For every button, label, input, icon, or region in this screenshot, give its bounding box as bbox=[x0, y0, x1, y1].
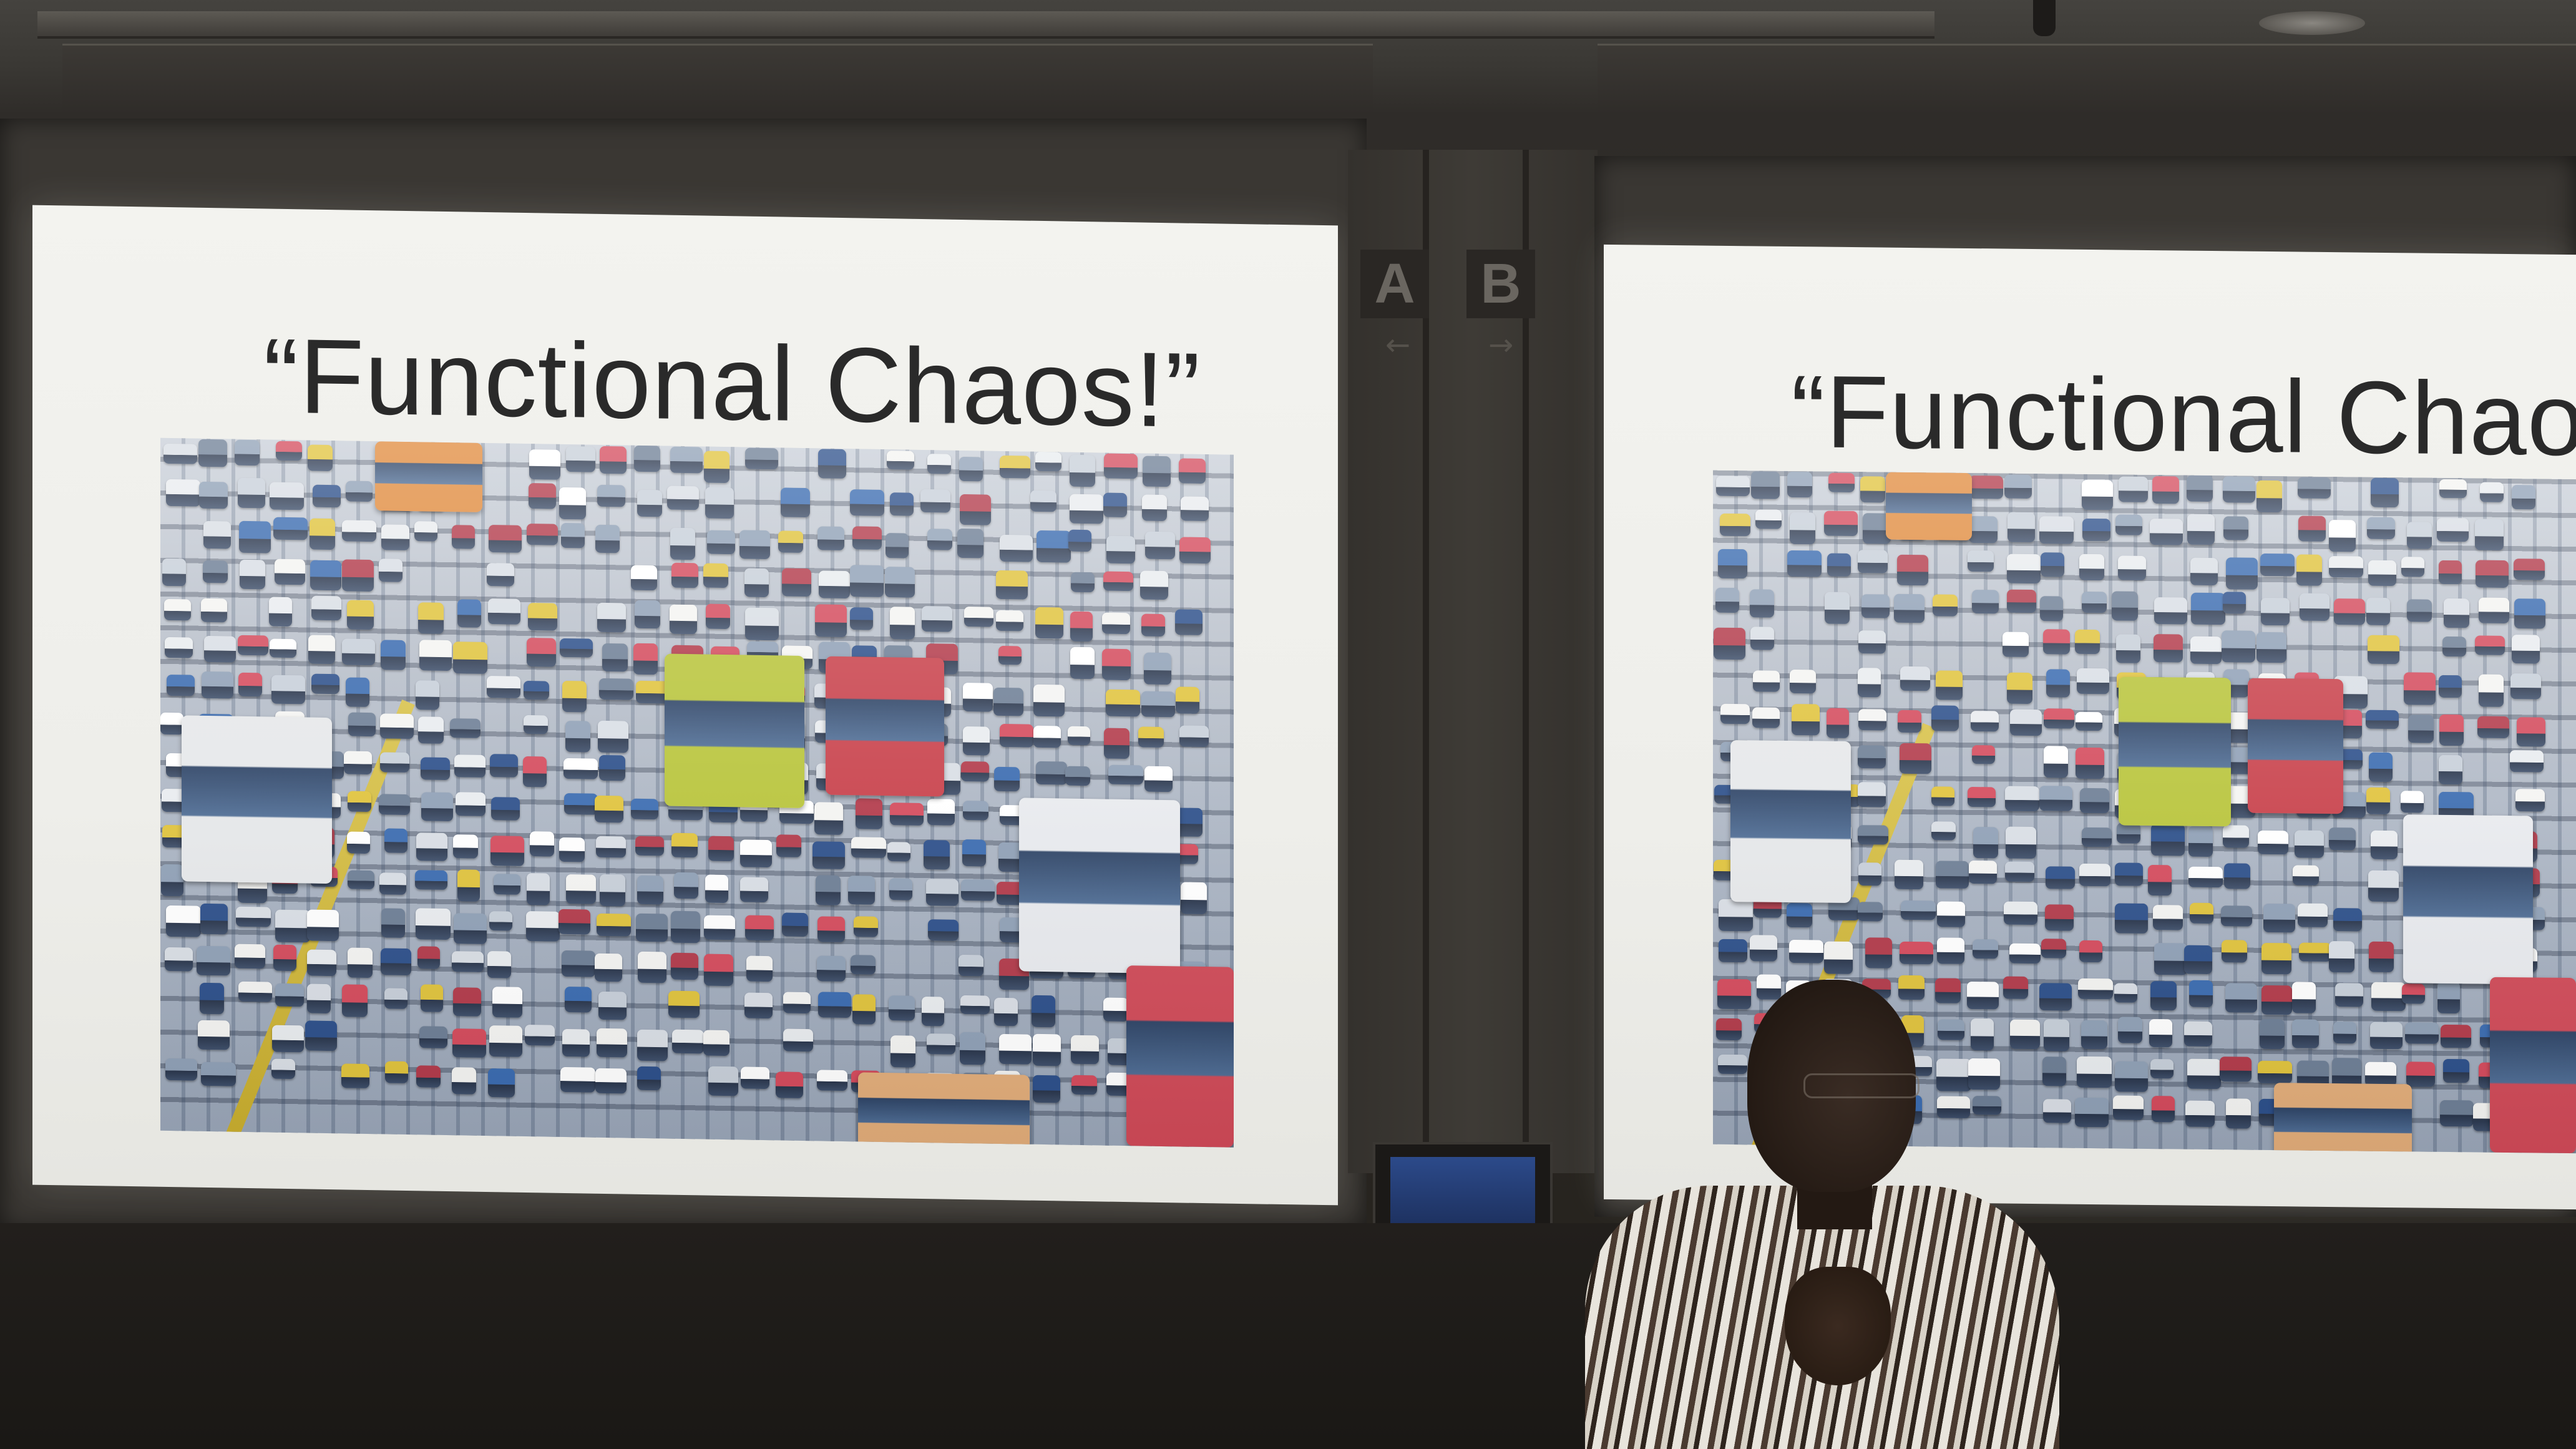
presenter-hand bbox=[1785, 1267, 1891, 1385]
divider-column bbox=[1423, 150, 1429, 1173]
sprinkler-icon bbox=[2033, 0, 2056, 36]
presenter-head bbox=[1747, 980, 1916, 1192]
ceiling-panel-left bbox=[62, 44, 1373, 114]
arrow-right-icon: → bbox=[1488, 328, 1514, 363]
screen-label-a: A bbox=[1360, 250, 1429, 318]
ceiling-spotlight bbox=[2259, 11, 2365, 35]
slide-title: “Functional Chaos!” bbox=[263, 316, 1201, 450]
ceiling-panel-right bbox=[1598, 44, 2576, 114]
control-touchscreen bbox=[1390, 1157, 1535, 1232]
divider-column bbox=[1523, 150, 1529, 1173]
photo-haze bbox=[160, 437, 1234, 1148]
ceiling bbox=[0, 0, 2576, 119]
left-projection-screen: “Functional Chaos!” bbox=[32, 205, 1338, 1206]
slide-title: “Functional Chaos! bbox=[1791, 353, 2576, 478]
arrow-left-icon: ← bbox=[1385, 328, 1411, 363]
ceiling-light-strip bbox=[37, 11, 1934, 39]
screen-divider: A B ← → bbox=[1348, 150, 1598, 1173]
glasses-icon bbox=[1803, 1073, 1920, 1098]
lower-wall bbox=[0, 1223, 2576, 1449]
screen-label-b: B bbox=[1466, 250, 1535, 318]
traffic-jam-photo bbox=[160, 437, 1234, 1148]
